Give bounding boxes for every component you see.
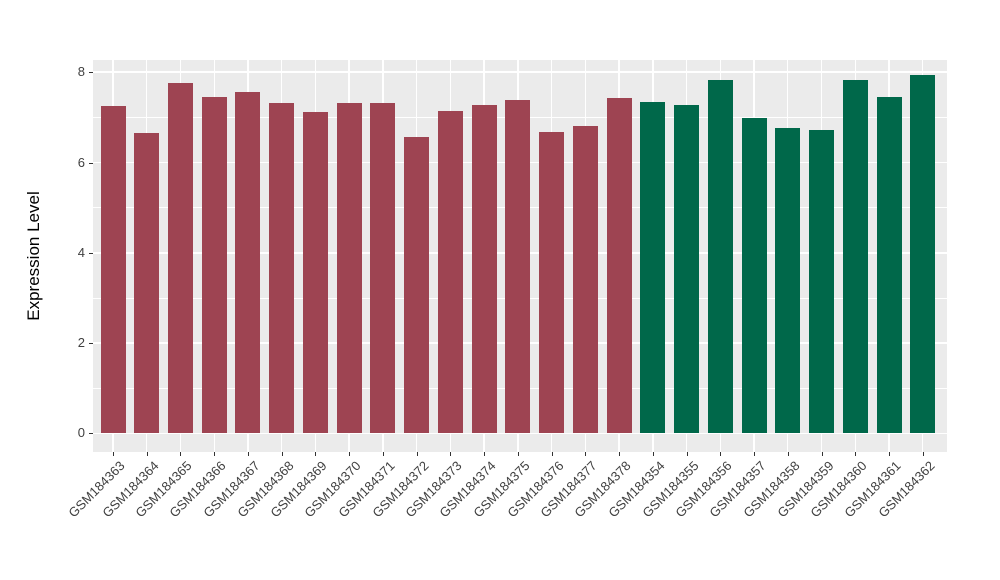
x-tick-mark bbox=[855, 452, 857, 456]
x-tick-mark bbox=[585, 452, 587, 456]
y-tick-mark bbox=[89, 252, 93, 254]
gridline-major-horizontal bbox=[93, 71, 947, 73]
x-tick-mark bbox=[180, 452, 182, 456]
x-tick-mark bbox=[382, 452, 384, 456]
y-tick-label: 4 bbox=[77, 244, 85, 260]
x-tick-mark bbox=[686, 452, 688, 456]
bar-GSM184360 bbox=[842, 80, 868, 434]
x-tick-mark bbox=[484, 452, 486, 456]
x-tick-mark bbox=[821, 452, 823, 456]
y-tick-label: 0 bbox=[77, 425, 85, 441]
bar-GSM184372 bbox=[404, 137, 430, 434]
x-tick-mark bbox=[889, 452, 891, 456]
y-axis-title: Expression Level bbox=[24, 191, 43, 321]
bar-GSM184363 bbox=[100, 106, 126, 434]
bar-GSM184365 bbox=[167, 83, 193, 434]
bar-GSM184358 bbox=[775, 128, 801, 434]
x-tick-mark bbox=[720, 452, 722, 456]
x-tick-mark bbox=[450, 452, 452, 456]
bar-GSM184370 bbox=[336, 102, 362, 434]
x-tick-mark bbox=[922, 452, 924, 456]
bar-GSM184364 bbox=[134, 133, 160, 434]
gridline-major-horizontal bbox=[93, 432, 947, 435]
bar-GSM184366 bbox=[201, 97, 227, 434]
bar-GSM184367 bbox=[235, 92, 261, 434]
y-tick-label: 6 bbox=[77, 154, 85, 170]
x-tick-mark bbox=[113, 452, 114, 456]
bar-GSM184361 bbox=[876, 96, 902, 434]
bar-GSM184368 bbox=[269, 102, 295, 434]
x-tick-mark bbox=[754, 452, 756, 456]
bar-GSM184354 bbox=[640, 102, 666, 434]
bar-GSM184357 bbox=[741, 118, 767, 434]
y-tick-mark bbox=[89, 162, 93, 164]
bar-GSM184369 bbox=[302, 111, 328, 434]
bar-GSM184356 bbox=[707, 80, 733, 434]
x-tick-mark bbox=[551, 452, 553, 456]
bar-GSM184362 bbox=[910, 75, 936, 434]
bar-GSM184376 bbox=[539, 132, 565, 434]
y-tick-mark bbox=[89, 72, 93, 74]
plot-panel bbox=[93, 60, 947, 452]
bar-GSM184377 bbox=[572, 126, 598, 434]
x-tick-mark bbox=[416, 452, 418, 456]
x-tick-mark bbox=[349, 452, 351, 456]
bar-GSM184375 bbox=[505, 100, 531, 434]
y-tick-mark bbox=[89, 433, 93, 435]
bar-GSM184371 bbox=[370, 103, 396, 434]
y-tick-label: 2 bbox=[77, 335, 85, 351]
x-tick-mark bbox=[517, 452, 519, 456]
y-tick-mark bbox=[89, 343, 93, 345]
bar-GSM184373 bbox=[437, 110, 463, 434]
x-tick-mark bbox=[214, 452, 216, 456]
x-tick-mark bbox=[281, 452, 283, 456]
x-tick-mark bbox=[652, 452, 654, 456]
bar-GSM184355 bbox=[674, 105, 700, 434]
x-tick-mark bbox=[247, 452, 249, 456]
bar-GSM184359 bbox=[809, 129, 835, 434]
x-tick-mark bbox=[315, 452, 317, 456]
x-tick-mark bbox=[787, 452, 789, 456]
y-tick-label: 8 bbox=[77, 64, 85, 80]
x-tick-mark bbox=[619, 452, 621, 456]
bar-GSM184374 bbox=[471, 105, 497, 434]
bar-GSM184378 bbox=[606, 98, 632, 434]
x-tick-mark bbox=[146, 452, 148, 456]
